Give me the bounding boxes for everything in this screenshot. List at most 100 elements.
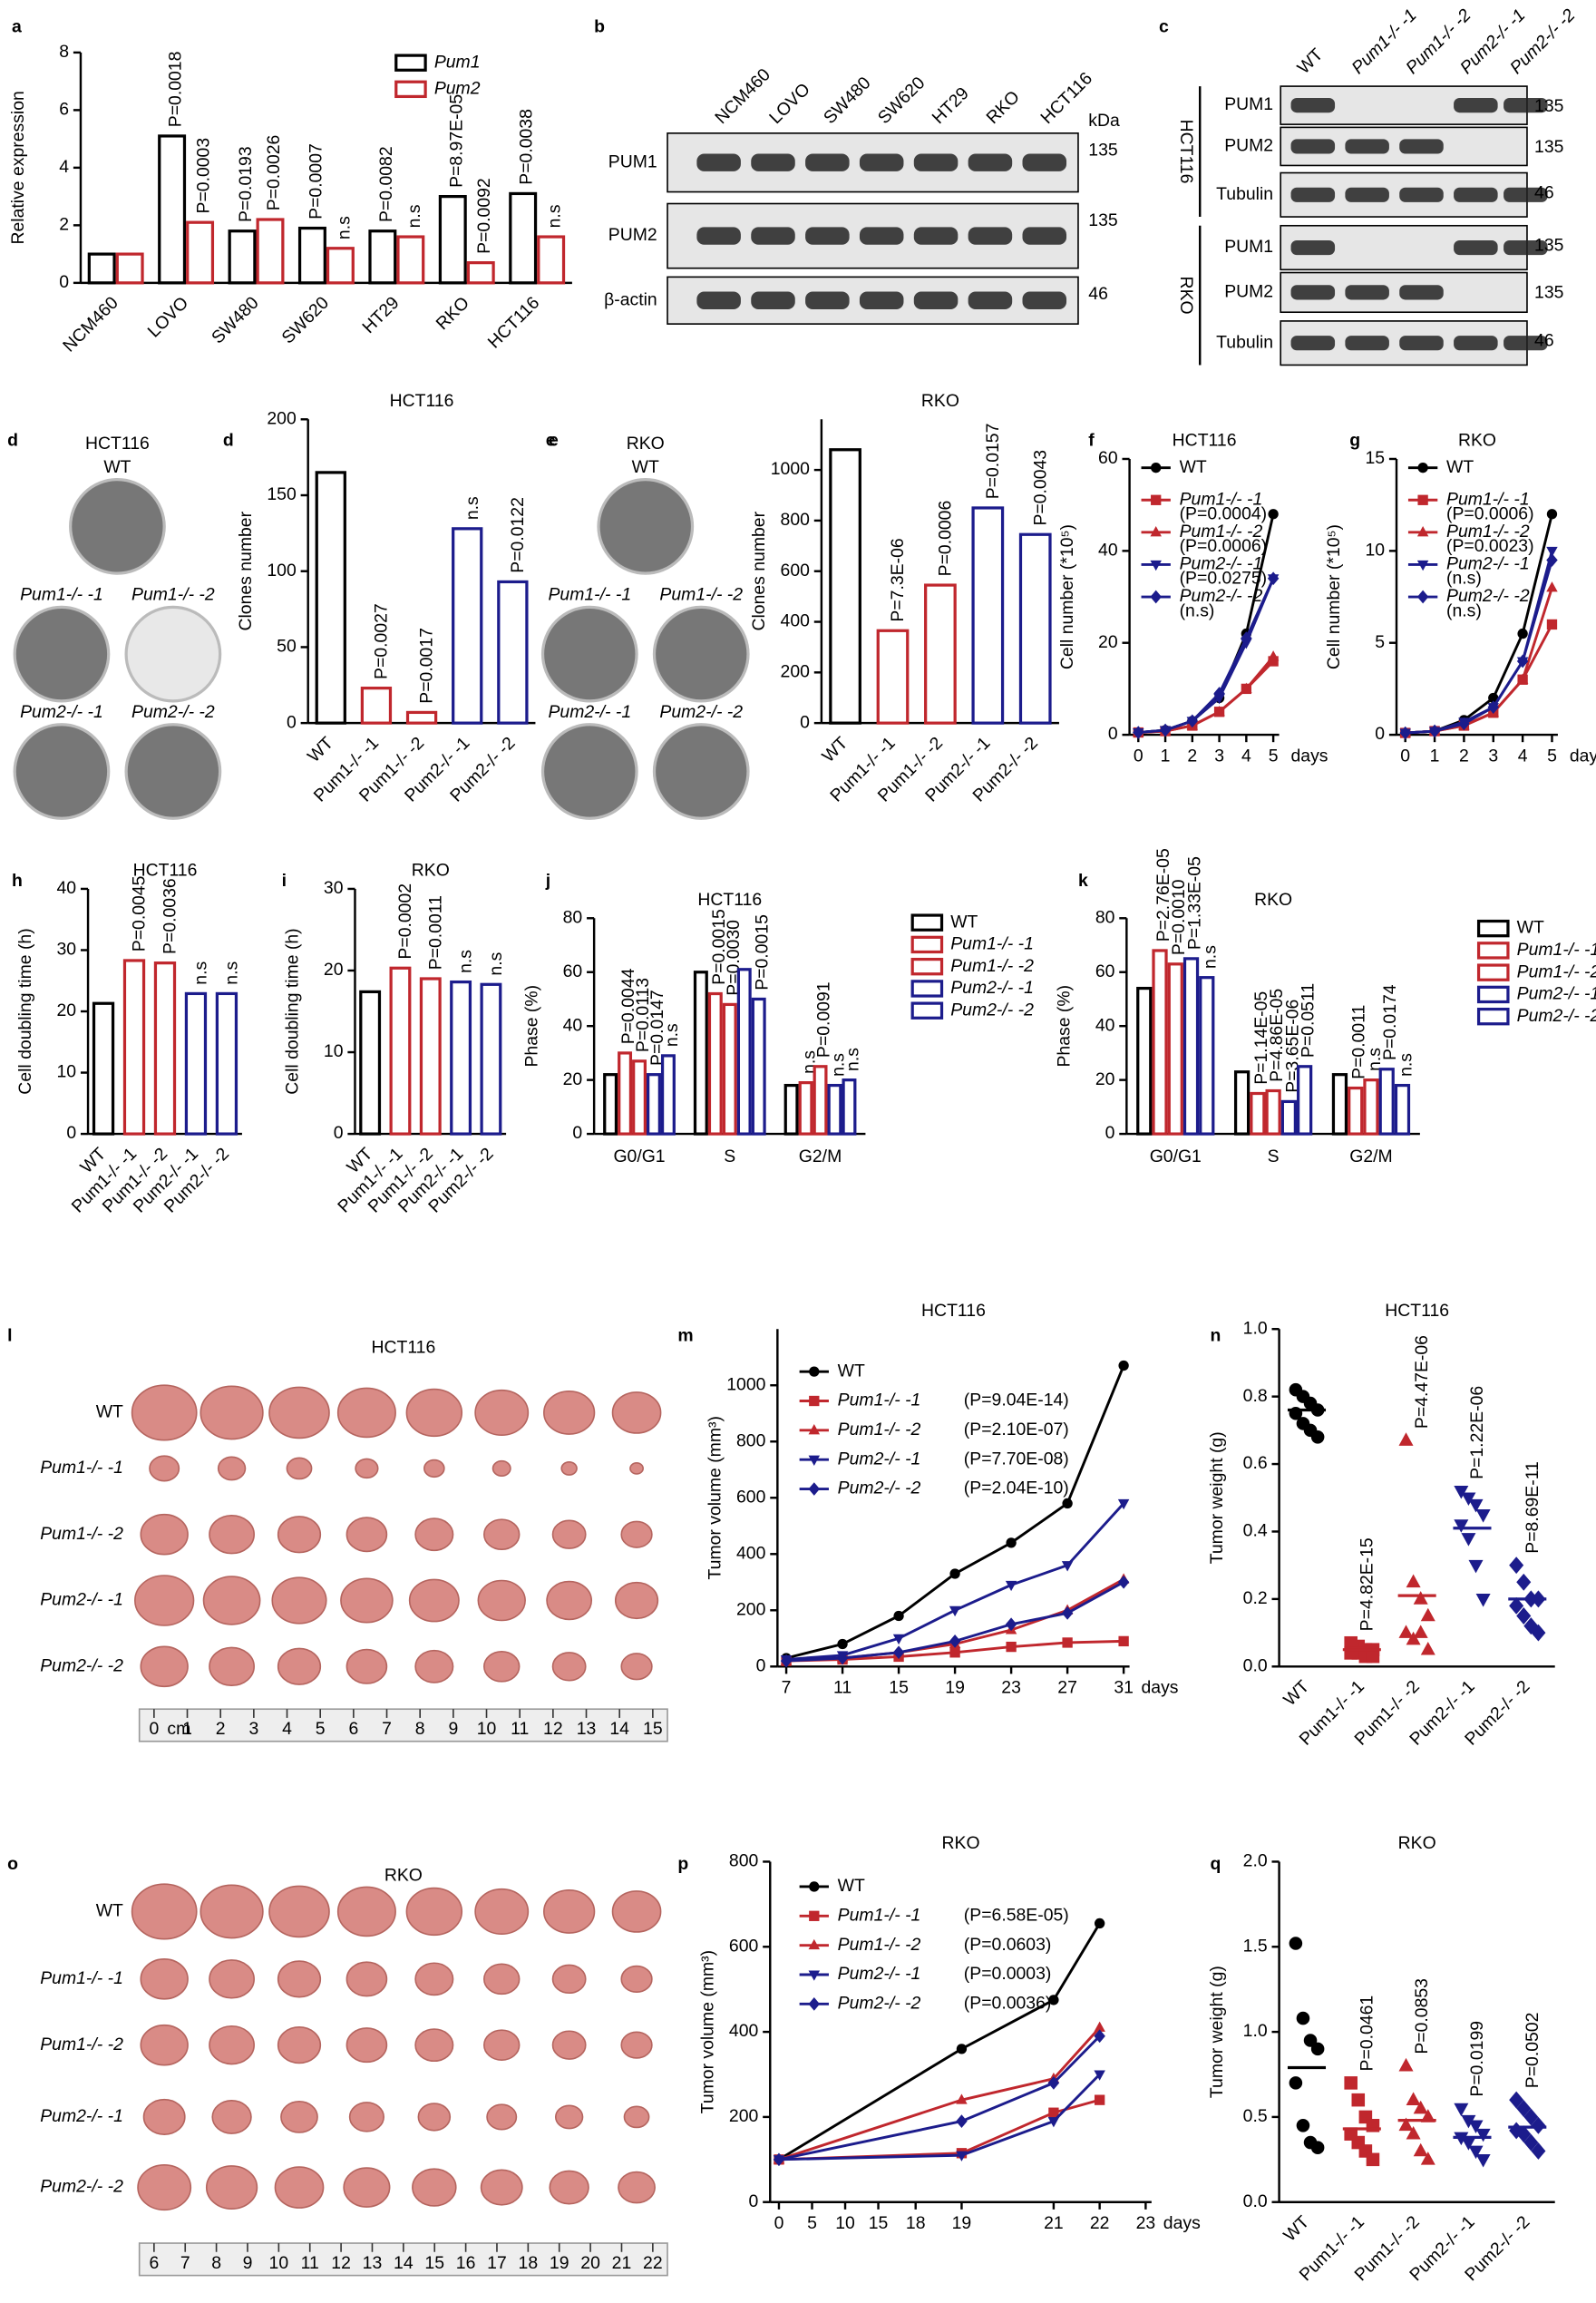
blot-band xyxy=(968,227,1013,245)
tumor xyxy=(414,1962,454,1996)
p-value-label: P=0.0199 xyxy=(1467,2021,1487,2097)
marker xyxy=(1420,1607,1435,1622)
blot-band xyxy=(751,153,795,171)
x-tick-label: 27 xyxy=(1057,1678,1077,1698)
panel-letter: j xyxy=(545,871,550,891)
marker xyxy=(809,1395,820,1407)
blot-band xyxy=(1345,187,1389,202)
marker xyxy=(1416,590,1429,604)
marker xyxy=(1523,2108,1539,2126)
marker xyxy=(1048,2107,1059,2118)
legend-p-value: (P=2.10E-07) xyxy=(964,1420,1069,1439)
marker xyxy=(1461,1533,1476,1547)
tumor xyxy=(200,1385,264,1440)
y-axis-label: Tumor volume (mm³) xyxy=(697,1950,717,2113)
marker xyxy=(1062,1637,1073,1648)
marker xyxy=(1413,2100,1428,2114)
tumor xyxy=(277,2026,322,2064)
marker xyxy=(1005,1617,1017,1632)
legend-swatch xyxy=(1476,942,1510,960)
ruler-label: 10 xyxy=(269,2253,289,2273)
bar xyxy=(1233,1070,1251,1136)
marker xyxy=(1417,463,1428,473)
tumor xyxy=(340,1577,394,1624)
blot-band xyxy=(1290,139,1336,154)
x-tick-label: G2/M xyxy=(799,1147,842,1166)
ruler xyxy=(138,1708,668,1742)
bar xyxy=(722,1002,737,1136)
tumor xyxy=(480,2169,523,2206)
bar xyxy=(1136,986,1153,1136)
group-label: RKO xyxy=(1176,277,1196,315)
x-tick-label: 1 xyxy=(1161,746,1171,766)
ruler-label: 9 xyxy=(448,1719,458,1739)
tumor xyxy=(483,1963,521,1996)
legend-label: Pum1-/- -2 xyxy=(838,1420,921,1439)
marker xyxy=(1406,2125,1421,2140)
p-value-label: n.s xyxy=(828,1053,848,1077)
p-value-label: P=4.82E-15 xyxy=(1357,1537,1377,1631)
bar xyxy=(829,448,861,725)
y-tick-label: 2.0 xyxy=(1243,1851,1268,1871)
x-tick-label: 1 xyxy=(1430,746,1440,766)
legend-swatch xyxy=(1476,963,1510,981)
tumor xyxy=(483,2029,521,2061)
p-value-label: n.s xyxy=(222,961,242,985)
y-tick-label: 8 xyxy=(59,42,69,62)
panel-letter: p xyxy=(677,1854,688,1874)
marker xyxy=(808,1482,821,1496)
bar xyxy=(326,247,355,285)
legend-p-value: (P=0.0036) xyxy=(964,1993,1052,2013)
marker xyxy=(1461,2137,1476,2151)
p-value-label: P=0.0122 xyxy=(508,497,528,573)
tumor xyxy=(355,1458,379,1479)
p-value-label: P=0.0003 xyxy=(194,138,214,214)
tumor xyxy=(551,1519,587,1549)
chart-title: RKO xyxy=(942,1833,980,1853)
marker xyxy=(1150,560,1162,571)
bar xyxy=(1348,1086,1364,1136)
marker xyxy=(1516,673,1529,684)
panel-letter: c xyxy=(1159,17,1169,37)
x-tick-label: 2 xyxy=(1187,746,1197,766)
bar xyxy=(509,191,538,285)
bar xyxy=(360,687,393,725)
marker xyxy=(837,1638,848,1650)
blot-band xyxy=(1454,187,1498,202)
tumor xyxy=(140,1645,189,1688)
marker xyxy=(1468,1559,1484,1574)
legend-label: WT xyxy=(838,1361,865,1381)
bar xyxy=(632,1059,647,1136)
ruler-label: 14 xyxy=(609,1719,629,1739)
blot-band xyxy=(1399,139,1444,154)
chart-title: RKO xyxy=(1398,1833,1436,1853)
blot-band xyxy=(1504,336,1548,351)
y-tick-label: 60 xyxy=(1098,448,1118,468)
bar xyxy=(603,1073,618,1136)
panel-letter: n xyxy=(1211,1325,1221,1345)
ruler-label: 22 xyxy=(643,2253,663,2273)
marker xyxy=(1420,2152,1435,2165)
x-tick-label: SW620 xyxy=(278,293,334,348)
tumor xyxy=(271,1576,327,1625)
x-tick-label: 11 xyxy=(833,1678,852,1698)
x-axis-label: days xyxy=(1291,746,1328,766)
panel-letter: g xyxy=(1349,431,1360,451)
y-tick-label: 0 xyxy=(1108,724,1118,744)
bar xyxy=(707,991,723,1136)
y-tick-label: 200 xyxy=(267,408,297,428)
tumor xyxy=(417,2103,452,2132)
blot-band xyxy=(1022,227,1067,245)
bar xyxy=(842,1078,857,1136)
x-tick-label: LOVO xyxy=(144,293,193,342)
plate-label: Pum1-/- -1 xyxy=(20,585,103,605)
marker xyxy=(1186,714,1199,728)
tumor xyxy=(336,1387,396,1439)
x-tick-label: 7 xyxy=(782,1678,792,1698)
p-value-label: P=0.0092 xyxy=(474,178,494,254)
tumor xyxy=(620,1653,653,1681)
y-tick-label: 60 xyxy=(563,961,583,981)
tumor xyxy=(205,2165,258,2210)
bar xyxy=(751,997,766,1136)
tumor xyxy=(618,2171,656,2204)
